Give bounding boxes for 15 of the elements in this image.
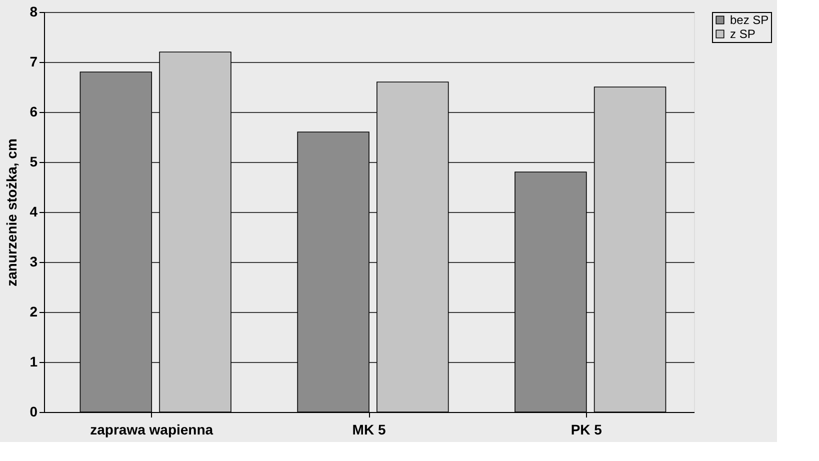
y-tick-label: 4 bbox=[30, 204, 38, 220]
y-tick-label: 6 bbox=[30, 104, 38, 120]
y-tick-label: 0 bbox=[30, 404, 38, 420]
y-axis-title: zanurzenie stożka, cm bbox=[4, 138, 20, 286]
y-tick-label: 8 bbox=[30, 4, 38, 20]
y-tick-label: 5 bbox=[30, 154, 38, 170]
y-tick-label: 1 bbox=[30, 354, 38, 370]
legend-label: bez SP bbox=[730, 13, 769, 27]
y-tick-label: 2 bbox=[30, 304, 38, 320]
legend-label: z SP bbox=[730, 27, 756, 41]
x-tick-label: zaprawa wapienna bbox=[90, 422, 214, 438]
y-tick-label: 7 bbox=[30, 54, 38, 70]
y-tick-label: 3 bbox=[30, 254, 38, 270]
x-tick-label: MK 5 bbox=[352, 422, 386, 438]
x-tick-label: PK 5 bbox=[570, 422, 602, 438]
